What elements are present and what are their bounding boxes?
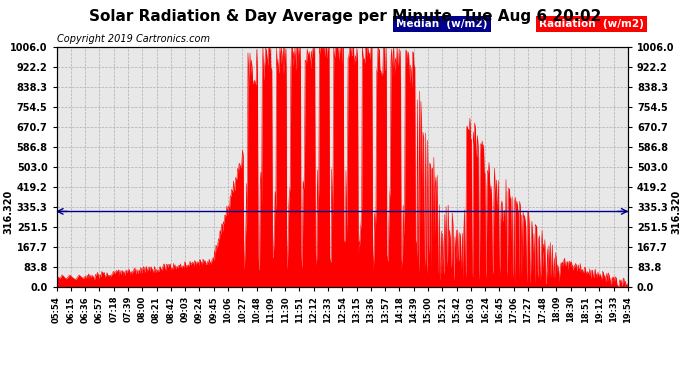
Text: Median  (w/m2): Median (w/m2) [396, 19, 488, 28]
Text: 316.320: 316.320 [3, 189, 13, 234]
Text: Solar Radiation & Day Average per Minute  Tue Aug 6 20:02: Solar Radiation & Day Average per Minute… [89, 9, 601, 24]
Text: Radiation  (w/m2): Radiation (w/m2) [540, 19, 644, 28]
Text: 316.320: 316.320 [671, 189, 682, 234]
Text: Copyright 2019 Cartronics.com: Copyright 2019 Cartronics.com [57, 34, 210, 44]
